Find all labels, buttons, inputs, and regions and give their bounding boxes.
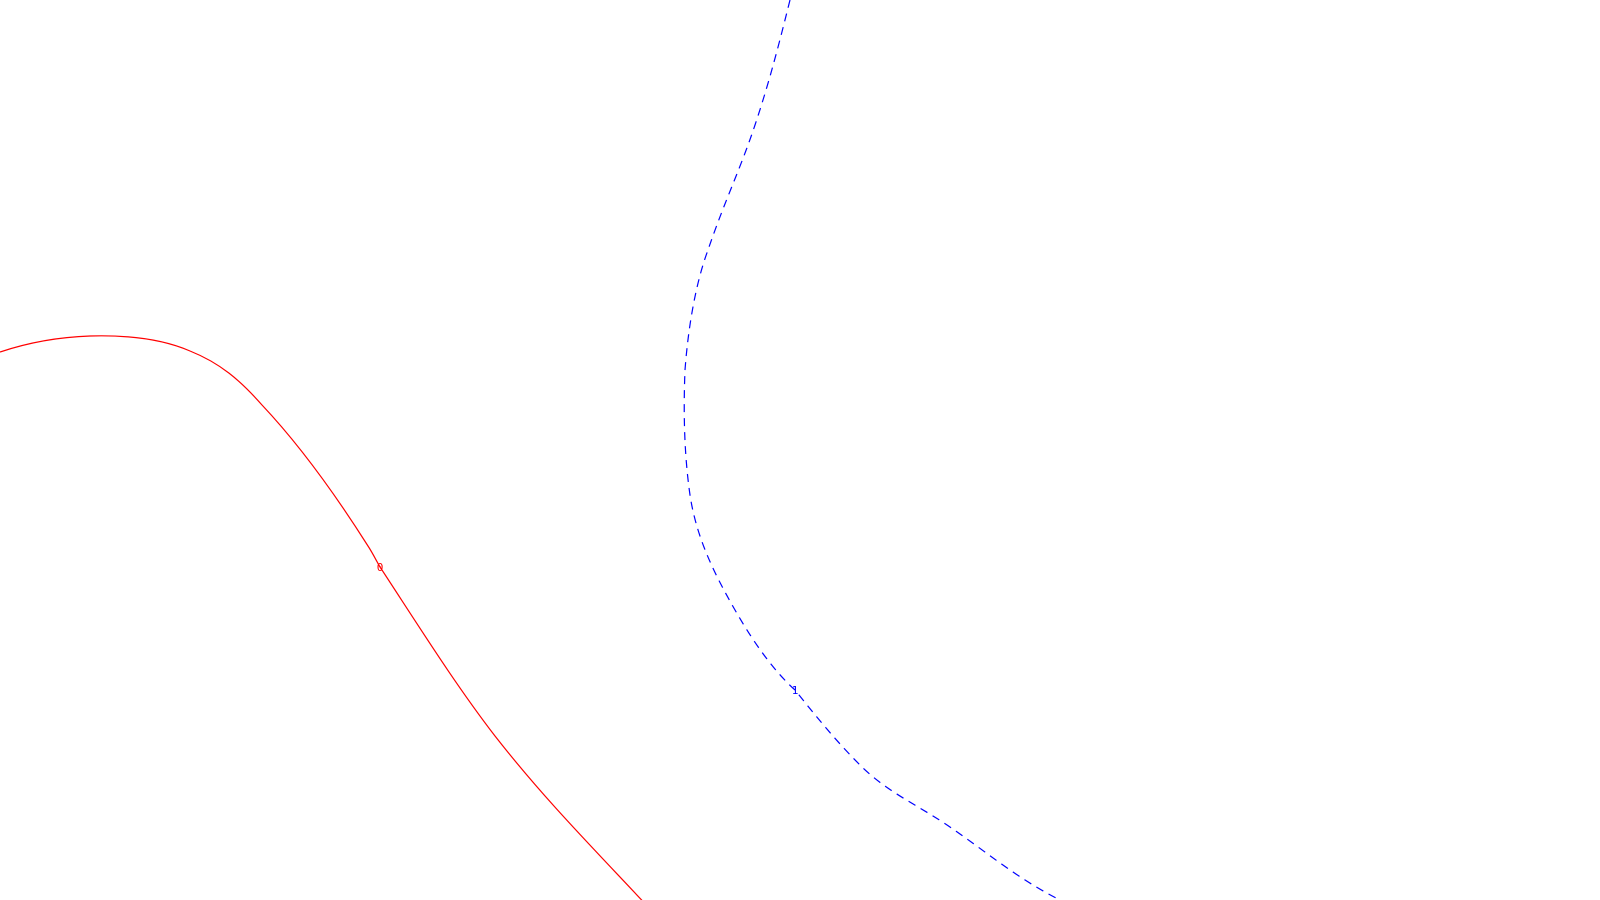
contour-label-red: 0: [377, 561, 384, 574]
contour-path-blue: [683, 0, 1061, 900]
contour-path-red: [0, 335, 643, 900]
contour-label-blue: 1: [792, 684, 799, 697]
contour-line-red: 0: [0, 335, 643, 900]
contour-line-blue: 1: [683, 0, 1061, 900]
